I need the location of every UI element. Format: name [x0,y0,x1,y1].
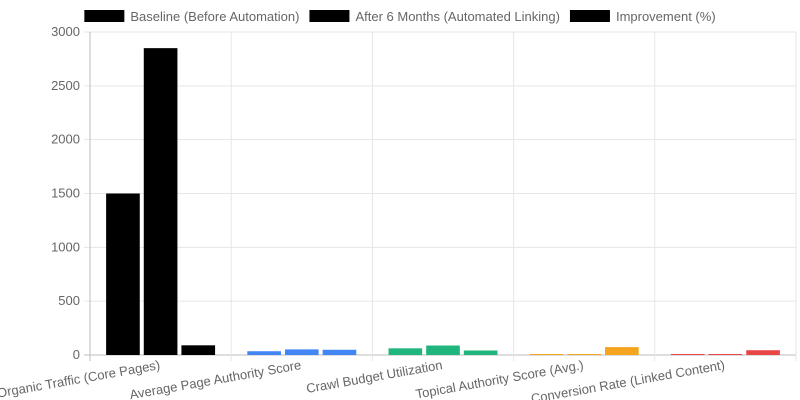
bar-1-1 [284,349,319,355]
grid-lines [84,31,797,361]
bar-4-1 [708,354,743,355]
bars [106,48,780,356]
y-tick-label: 1500 [51,186,80,201]
bar-1-2 [322,349,357,355]
legend-label: Improvement (%) [616,9,716,24]
legend: Baseline (Before Automation) After 6 Mont… [84,9,716,24]
legend-swatch-2[interactable] [569,10,610,22]
bar-4-2 [746,350,780,355]
bar-0-0 [106,193,140,355]
y-tick-label: 500 [58,293,80,308]
bar-3-1 [567,354,602,355]
bar-2-1 [426,345,460,355]
bar-4-0 [670,354,705,355]
bar-3-2 [605,347,639,355]
bar-1-0 [247,351,281,355]
legend-label: After 6 Months (Automated Linking) [355,9,560,24]
y-tick-label: 0 [73,347,80,362]
y-tick-label: 2000 [51,132,80,147]
bar-2-2 [463,350,498,355]
bar-0-2 [181,345,216,355]
y-tick-label: 2500 [51,78,80,93]
bar-0-1 [143,48,178,356]
legend-label: Baseline (Before Automation) [130,9,299,24]
x-axis: Organic Traffic (Core Pages)Average Page… [0,357,726,400]
bar-3-0 [529,354,564,355]
legend-swatch-0[interactable] [84,10,125,22]
legend-swatch-1[interactable] [309,10,350,22]
y-tick-label: 1000 [51,239,80,254]
y-axis: 0 500 1000 1500 2000 2500 3000 [51,24,80,362]
y-tick-label: 3000 [51,24,80,39]
bar-2-0 [388,348,423,355]
